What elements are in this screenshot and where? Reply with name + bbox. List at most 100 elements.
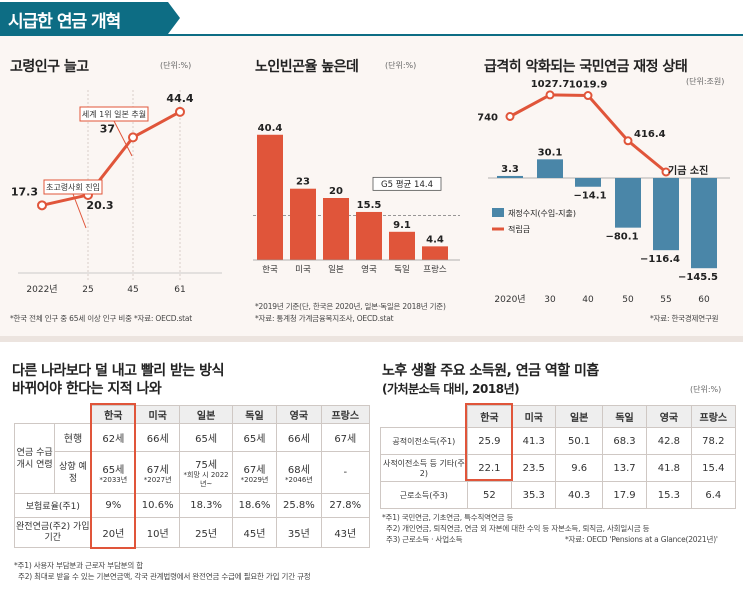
table1-title-1: 다른 나라보다 덜 내고 빨리 받는 방식 [12, 363, 224, 379]
panel3-legend-bar: 재정수지(수입-지출) [508, 208, 576, 218]
panel2-bar [422, 246, 448, 260]
table1-cell-value: 67세 [243, 464, 266, 476]
panel3-line-point [623, 136, 633, 146]
table2-cell: 15.4 [690, 454, 737, 482]
panel2-bar [257, 134, 283, 260]
table2-cell: 35.3 [511, 481, 557, 509]
panel2-tick-label: 프랑스 [423, 264, 447, 275]
table1-cell: 67세 [320, 423, 371, 452]
panel2-reference-box [372, 176, 442, 191]
table2-cell: 52 [466, 481, 513, 509]
panel3-bar-label: −80.1 [605, 232, 638, 243]
panel2-bar [290, 188, 316, 260]
panel2-data-label: 15.5 [357, 200, 382, 211]
table2-cell: 6.4 [690, 481, 737, 509]
table1-cell: 65세 [231, 423, 278, 452]
table1-col-header: 프랑스 [320, 405, 371, 424]
panel2-note-1: *2019년 기준(단, 한국은 2020년, 일본·독일은 2018년 기준) [255, 302, 446, 311]
panel2-data-label: 40.4 [258, 123, 283, 134]
panel1-data-label: 17.3 [11, 185, 38, 198]
table1-note-1: *주1) 사용자 부담분과 근로자 부담분의 합 [14, 561, 143, 570]
table2-cell: 42.8 [646, 427, 692, 455]
table2-cell: 50.1 [555, 427, 603, 455]
table2-cell: 9.6 [555, 454, 603, 482]
table1-cell-note: *2046년 [284, 475, 313, 484]
table1-cell: 67세 *2029년 [231, 451, 278, 494]
table1-cell: 10년 [134, 517, 181, 548]
panel2-data-label: 9.1 [393, 220, 411, 231]
table2-cell: 78.2 [690, 427, 737, 455]
table2-unit: (단위:%) [690, 385, 722, 394]
table1-row-group-label: 연금 수급 개시 연령 [13, 423, 56, 494]
table2-cell: 13.7 [601, 454, 648, 482]
table1-col-header: 독일 [231, 405, 278, 424]
table1-cell: 68세 *2046년 [276, 451, 322, 494]
table2-title-1: 노후 생활 주요 소득원, 연금 역할 미흡 [382, 363, 599, 379]
table1-cell-note: *2029년 [240, 475, 269, 484]
table1-cell: 25년 [179, 517, 233, 548]
table1-cell-value: 68세 [287, 464, 310, 476]
panel1-note: *한국 전체 인구 중 65세 이상 인구 비중 *자료: OECD.stat [10, 314, 193, 323]
panel1-data-label: 37 [100, 122, 115, 135]
table1-cell: 66세 [276, 423, 322, 452]
table1-cell-note: *2033년 [99, 475, 128, 484]
panel3-annotation: 기금 소진 [668, 164, 708, 177]
panel3-tick-label: 2020년 [494, 294, 525, 305]
table2-col-header: 미국 [511, 405, 557, 428]
table2-cell: 41.8 [646, 454, 692, 482]
panel2-bar [323, 198, 349, 260]
panel3-bar-label: 3.3 [501, 164, 519, 175]
panel2-data-label: 4.4 [426, 234, 444, 245]
table2-col-header: 프랑스 [690, 405, 737, 428]
table2-corner [380, 405, 468, 428]
panel2-data-label: 23 [296, 177, 310, 188]
panel2-reference-label: G5 평균 14.4 [381, 179, 433, 190]
table1-row-label: 완전연금(주2) 가입 기간 [14, 517, 92, 548]
table1-cell-value: 75세 [195, 460, 218, 471]
table2-cell: 68.3 [601, 427, 648, 455]
panel2-bar [356, 211, 382, 260]
table2-row-label: 사적이전소득 등 기타(주2) [380, 454, 468, 482]
panel1-tick-label: 61 [174, 285, 185, 295]
table1-cell: 35년 [276, 517, 322, 548]
panel3-line-label: 1019.9 [569, 80, 608, 91]
table1-row-label: 보험료율(주1) [14, 493, 92, 518]
table2-note-1: *주1) 국민연금, 기초연금, 특수직역연금 등 [382, 513, 514, 522]
panel1-title: 고령인구 늘고 [10, 59, 89, 75]
table1-cell: 62세 [90, 423, 137, 452]
panel3-line-point [505, 112, 515, 121]
panel2-title: 노인빈곤율 높은데 [255, 59, 359, 75]
table1: 한국 미국 일본 독일 영국 프랑스 연금 수급 개시 연령 현행 62세 66… [13, 405, 371, 548]
table1-cell: 75세 *희망 시 2022년~ [179, 451, 233, 494]
table1-cell-note: *희망 시 2022년~ [183, 471, 229, 488]
panel2-tick-label: 영국 [361, 264, 377, 275]
panel2-tick-label: 미국 [295, 265, 311, 275]
table2-col-header: 영국 [646, 405, 692, 428]
panel1-tick-label: 2022년 [26, 284, 57, 295]
table2-cell: 23.5 [511, 454, 557, 482]
panel3-bar [537, 159, 563, 178]
panel3-bar [615, 178, 641, 228]
table2-note-2: 주2) 개인연금, 퇴직연금, 연금 외 자본에 대한 수익 등 자본소득, 퇴… [386, 524, 650, 533]
table2-row-label: 근로소득(주3) [380, 481, 468, 509]
table2: 한국 미국 일본 독일 영국 프랑스 공적이전소득(주1) 25.9 41.3 … [380, 405, 737, 509]
panel1-annotation-2: 세계 1위 일본 추월 [82, 109, 146, 119]
section-divider [0, 336, 743, 342]
table1-cell: - [320, 451, 371, 494]
panel3-note: *자료: 한국경제연구원 [650, 314, 719, 323]
table1-cell: 65세 *2033년 [90, 451, 137, 494]
panel1-annotation-leader-2 [113, 120, 133, 157]
panel3-unit: (단위:조원) [686, 77, 725, 86]
table1-cell: 18.6% [231, 493, 278, 518]
table2-row-label: 공적이전소득(주1) [380, 427, 468, 455]
table2-cell: 40.3 [555, 481, 603, 509]
panel2-unit: (단위:%) [385, 61, 417, 70]
table2-note-3: 주3) 근로소득 · 사업소득 [386, 535, 463, 544]
table1-cell: 9% [90, 493, 137, 518]
panel3-legend-swatch-bar [492, 208, 504, 217]
table1-note-2: 주2) 최대로 받을 수 있는 기본연금액, 각국 관계법령에서 완전연금 수급… [18, 572, 311, 581]
panel3-bar [575, 178, 601, 187]
panel3-tick-label: 50 [622, 295, 634, 305]
panel3-tick-label: 30 [544, 295, 556, 305]
panel3-line-point [661, 167, 671, 177]
